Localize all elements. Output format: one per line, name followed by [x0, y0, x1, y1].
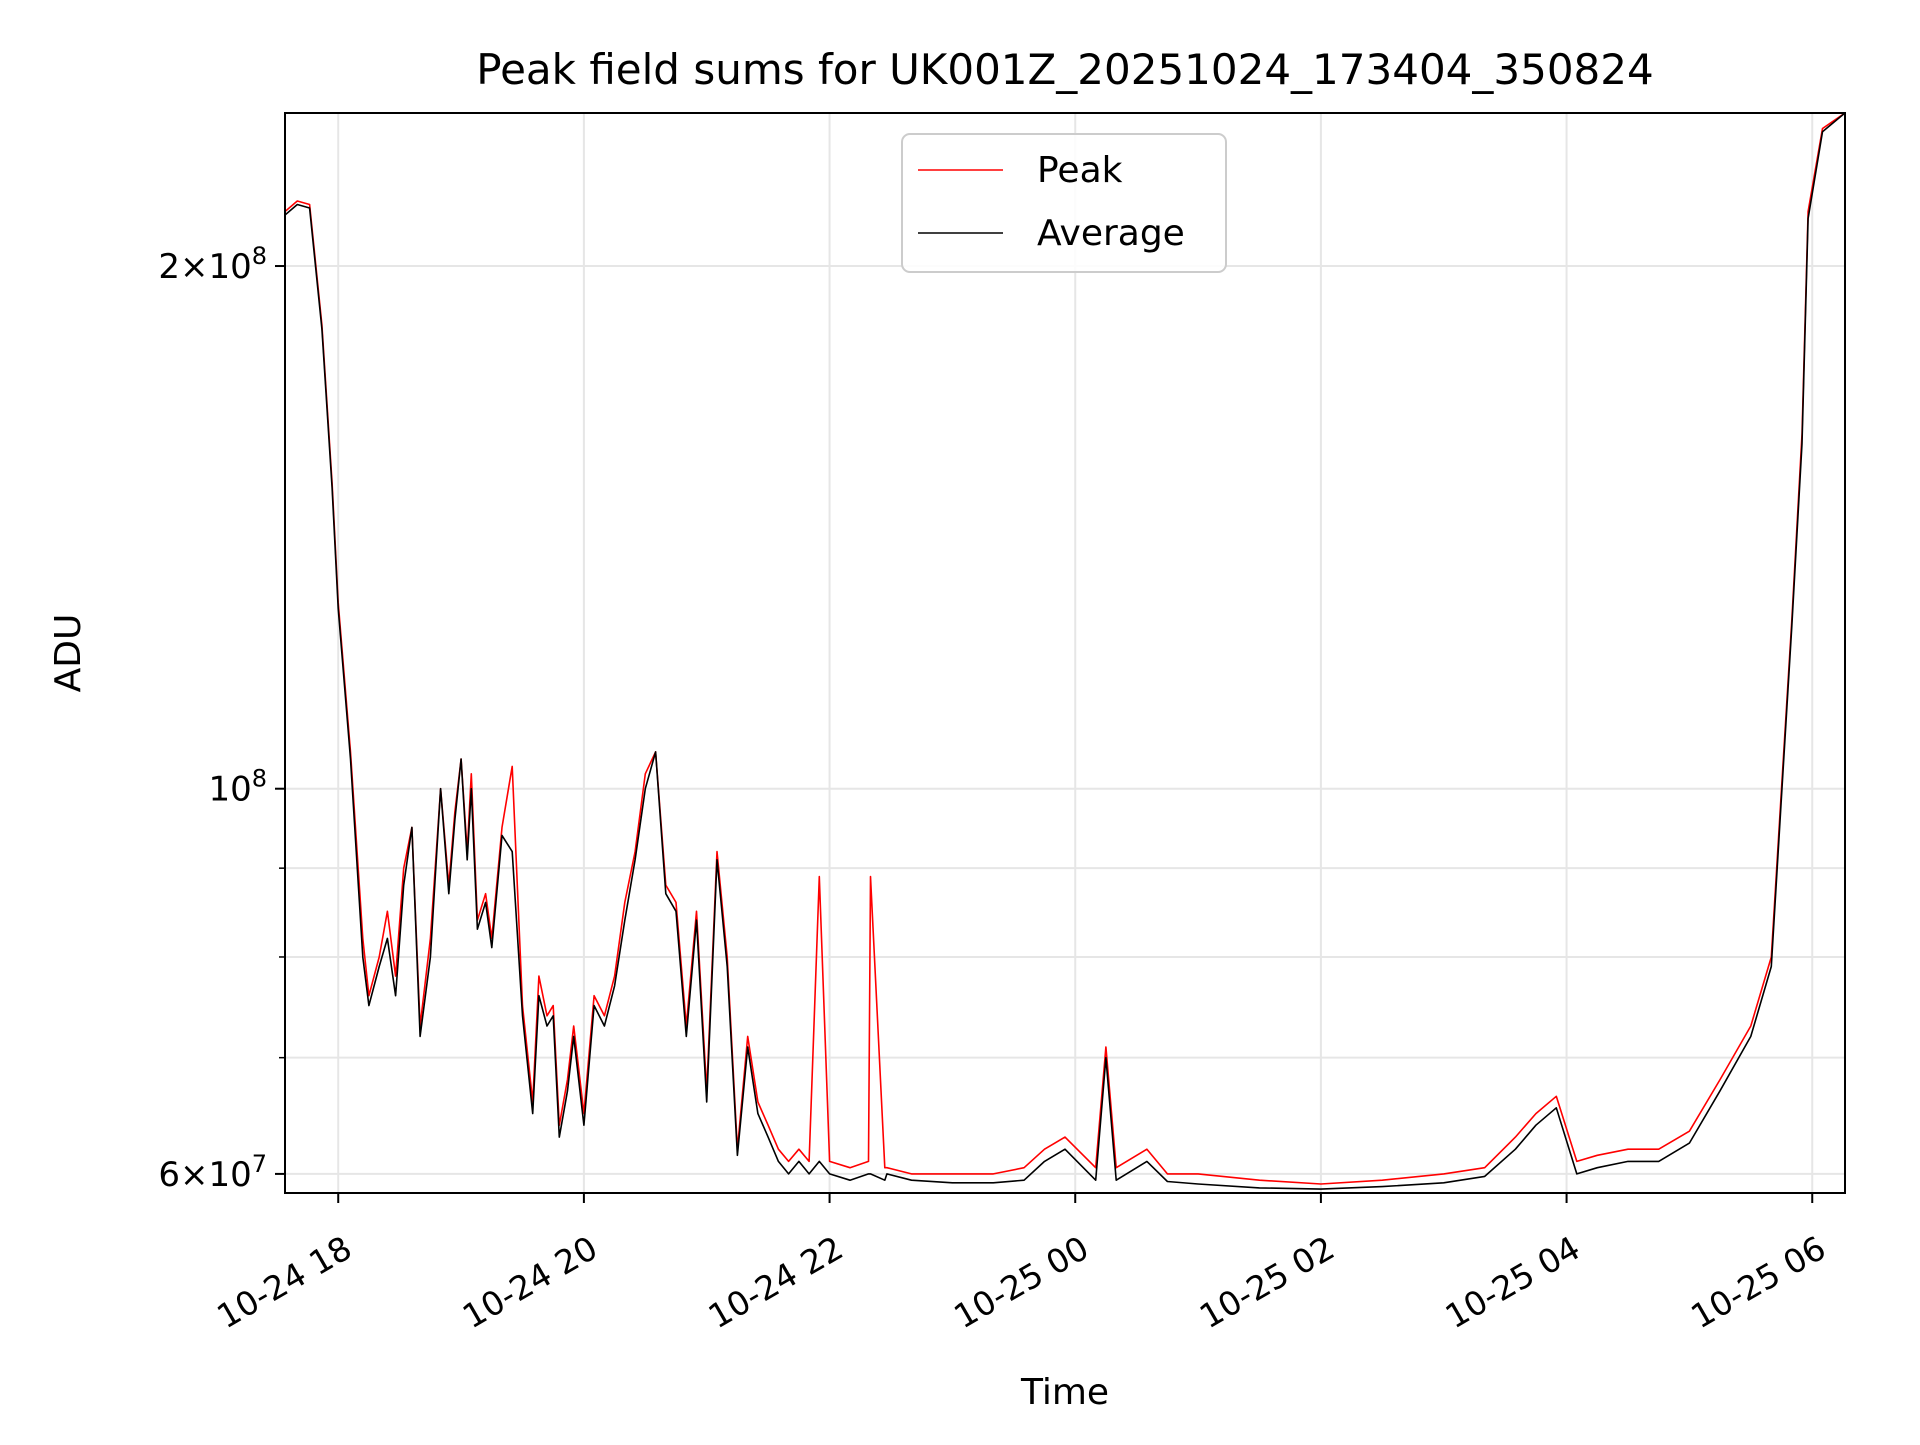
x-axis-label: Time [1020, 1372, 1109, 1413]
legend: Peak Average [901, 133, 1227, 273]
chart-title: Peak field sums for UK001Z_20251024_1734… [476, 45, 1653, 94]
series-lines [285, 113, 1845, 1190]
legend-box [901, 133, 1227, 273]
legend-peak-label: Peak [1037, 150, 1123, 191]
y-tick-label: 108 [208, 765, 267, 810]
y-tick-label: 2×108 [158, 242, 267, 287]
y-tick-label: 6×107 [158, 1150, 267, 1195]
legend-average-label: Average [1037, 213, 1185, 254]
series-line-average [285, 113, 1845, 1190]
grid [285, 113, 1845, 1193]
y-axis-label: ADU [48, 614, 89, 693]
plot-frame [284, 112, 1846, 1194]
